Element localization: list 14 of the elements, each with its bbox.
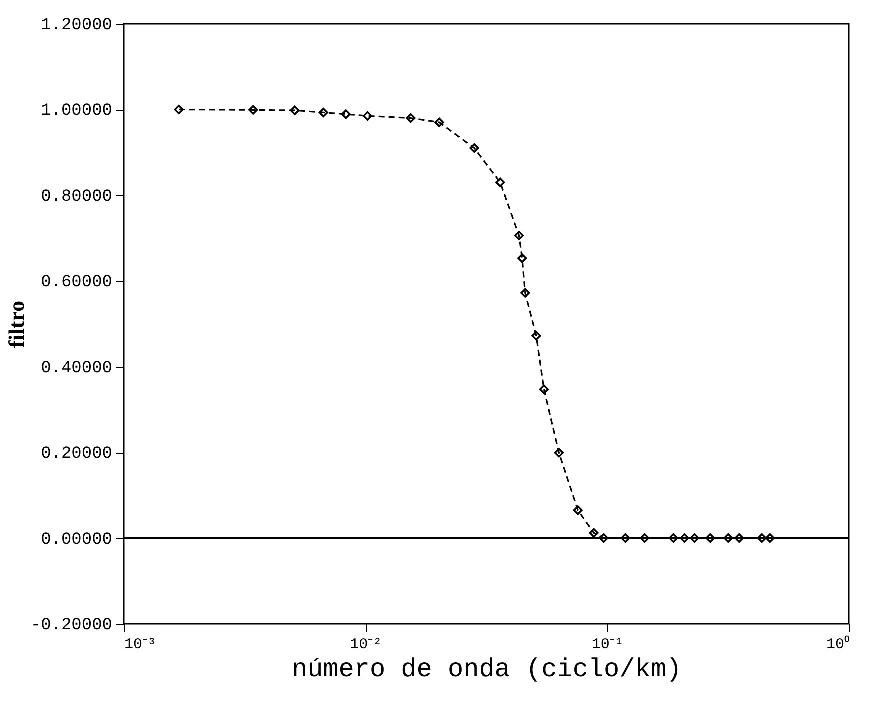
x-tick-label: 10⁻¹ <box>592 636 624 654</box>
y-tick-label: 0.40000 <box>41 359 112 378</box>
x-axis-title: número de onda (ciclo/km) <box>292 654 682 684</box>
x-tick-label: 10⁻² <box>350 636 382 654</box>
y-axis-title: filtro <box>4 300 29 348</box>
y-tick-label: 1.00000 <box>41 102 112 122</box>
x-tick-label: 10⁻³ <box>124 636 157 654</box>
y-tick-label: 0.60000 <box>41 274 112 293</box>
y-tick-label: -0.20000 <box>30 616 112 636</box>
y-tick-label: 1.20000 <box>41 16 112 36</box>
y-tick-label: 0.80000 <box>41 188 112 207</box>
y-tick-label: 0.00000 <box>41 530 112 550</box>
x-tick-label: 10⁰ <box>826 636 850 654</box>
y-tick-label: 0.20000 <box>41 445 112 464</box>
